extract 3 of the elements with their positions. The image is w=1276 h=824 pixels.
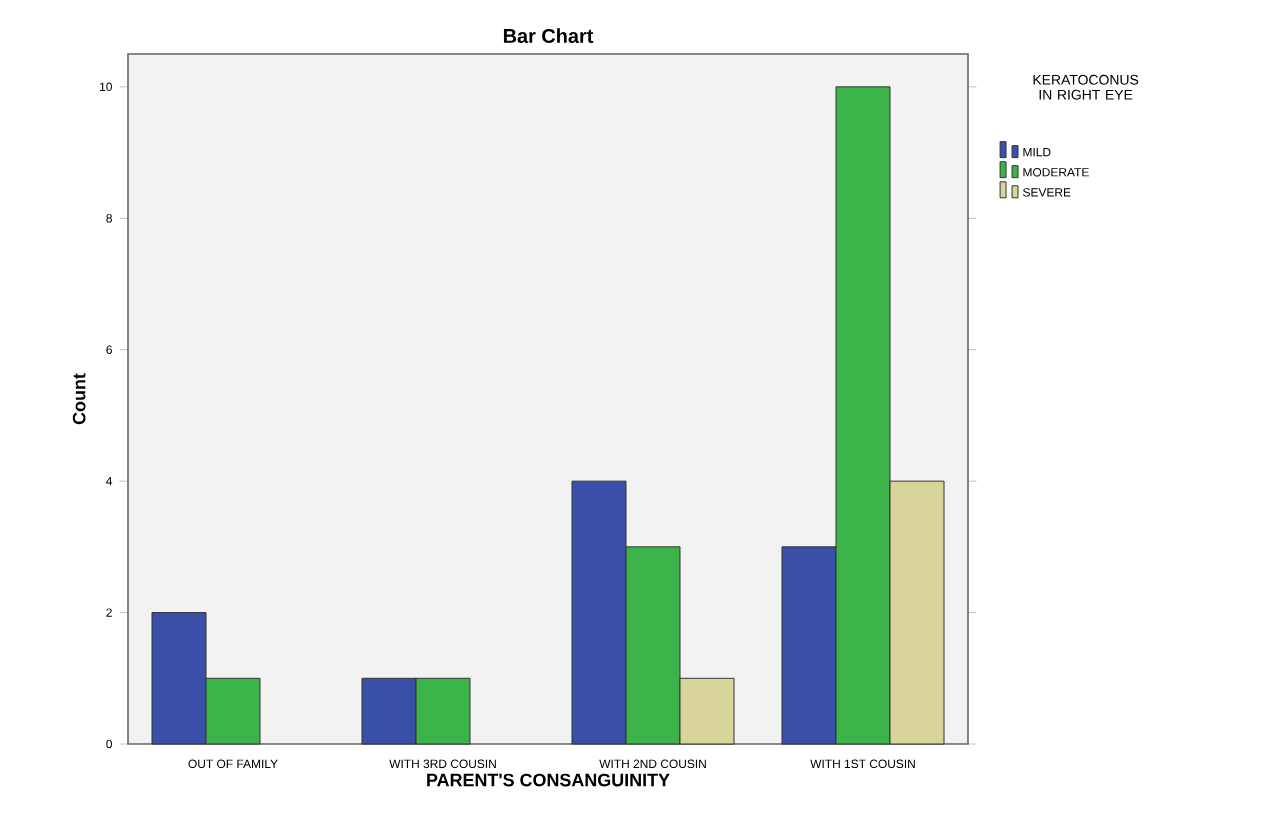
x-axis-title: PARENT'S CONSANGUINITY [427, 773, 670, 787]
chart-title: Bar Chart [503, 28, 594, 43]
y-axis-title: Count [72, 373, 86, 425]
